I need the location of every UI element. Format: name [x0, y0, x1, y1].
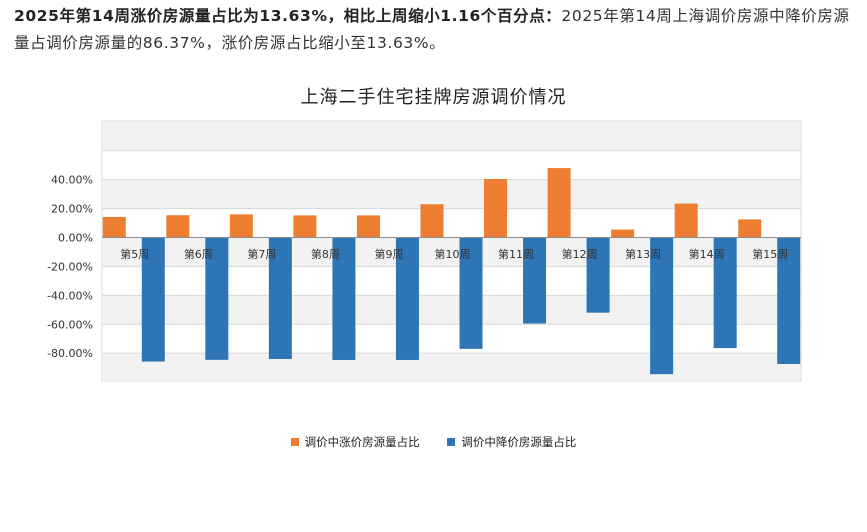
bar-rise — [356, 215, 380, 238]
x-tick-label: 第7周 — [247, 247, 276, 261]
y-tick-label: -20.00% — [47, 260, 93, 273]
y-tick-label: 0.00% — [58, 232, 93, 245]
legend-item-rise: 调价中涨价房源量占比 — [290, 434, 420, 450]
legend-item-fall: 调价中降价房源量占比 — [447, 434, 576, 450]
bar-rise — [484, 178, 508, 238]
legend-label-rise: 调价中涨价房源量占比 — [304, 435, 420, 449]
x-tick-label: 第14周 — [689, 247, 725, 261]
bar-rise — [229, 214, 253, 238]
grid-band — [103, 121, 800, 151]
bar-rise — [166, 215, 190, 238]
bar-rise — [102, 216, 126, 238]
bar-fall — [713, 237, 737, 349]
y-tick-label: 20.00% — [51, 203, 93, 216]
bar-fall — [395, 237, 419, 360]
y-tick-label: 40.00% — [51, 174, 93, 187]
x-tick-label: 第11周 — [498, 247, 534, 261]
x-tick-label: 第6周 — [184, 247, 213, 261]
bar-fall — [777, 237, 801, 365]
bar-rise — [674, 203, 698, 238]
bar-rise — [293, 215, 317, 238]
x-tick-label: 第5周 — [120, 247, 149, 261]
x-tick-label: 第12周 — [562, 247, 598, 261]
x-tick-label: 第15周 — [752, 247, 788, 261]
chart-title: 上海二手住宅挂牌房源调价情况 — [300, 87, 567, 108]
x-tick-label: 第9周 — [374, 247, 403, 261]
legend-label-fall: 调价中降价房源量占比 — [461, 435, 577, 449]
x-tick-label: 第13周 — [625, 247, 661, 261]
bar-fall — [586, 237, 610, 313]
bar-fall — [459, 237, 483, 349]
y-tick-label: -80.00% — [47, 347, 93, 360]
bar-fall — [523, 237, 547, 324]
bar-fall — [141, 237, 165, 362]
x-tick-label: 第10周 — [435, 247, 471, 261]
y-tick-label: -40.00% — [47, 289, 93, 302]
summary-paragraph: 2025年第14周涨价房源量占比为13.63%，相比上周缩小1.16个百分点：2… — [14, 3, 860, 57]
bar-rise — [420, 204, 444, 238]
bar-fall — [332, 237, 356, 360]
bar-rise — [611, 229, 635, 238]
bar-rise — [738, 219, 762, 238]
legend-swatch-rise — [290, 438, 299, 446]
bar-fall — [205, 237, 229, 360]
chart-legend: 调价中涨价房源量占比 调价中降价房源量占比 — [0, 434, 867, 450]
bar-fall — [650, 237, 674, 375]
summary-headline: 2025年第14周涨价房源量占比为13.63%，相比上周缩小1.16个百分点： — [14, 7, 562, 25]
y-tick-label: -60.00% — [47, 318, 93, 331]
summary-body: 2025年第14周上海调价房源中降价房源量占调价房源量的86.37%，涨价房源占… — [14, 7, 850, 52]
legend-swatch-fall — [447, 438, 456, 446]
x-tick-label: 第8周 — [311, 247, 340, 261]
bar-rise — [547, 168, 571, 238]
bar-fall — [268, 237, 292, 359]
